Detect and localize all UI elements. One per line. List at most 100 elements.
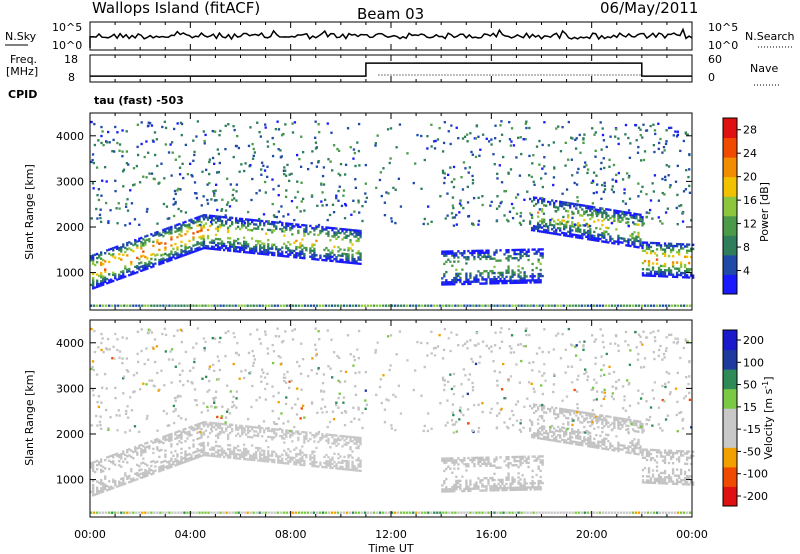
velocity-cell xyxy=(601,430,604,434)
power-cell xyxy=(628,174,631,178)
power-cell xyxy=(176,223,179,227)
power-cell xyxy=(325,259,328,262)
power-cell xyxy=(591,213,594,217)
power-cell xyxy=(247,220,250,223)
power-cell xyxy=(567,216,570,219)
velocity-cell xyxy=(677,480,681,484)
power-cell xyxy=(499,279,502,283)
power-cell xyxy=(184,220,187,224)
power-cell xyxy=(214,237,218,241)
power-cell xyxy=(611,215,614,218)
velocity-cell xyxy=(619,423,622,426)
power-cell xyxy=(507,279,510,283)
cpid-label: CPID xyxy=(8,88,37,101)
power-cell xyxy=(182,250,185,253)
velocity-cell xyxy=(160,469,163,472)
velocity-cell xyxy=(665,476,669,479)
power-cell xyxy=(584,224,587,227)
power-cell xyxy=(343,261,346,264)
power-cell xyxy=(163,177,166,180)
velocity-cell xyxy=(553,427,556,430)
velocity-cell xyxy=(559,430,562,433)
power-cell xyxy=(267,228,270,232)
velocity-cell xyxy=(267,458,270,461)
velocity-cell xyxy=(511,455,514,459)
velocity-cell xyxy=(453,485,456,489)
velocity-cell xyxy=(204,421,208,424)
power-cell xyxy=(627,136,630,140)
velocity-cell xyxy=(287,462,290,465)
velocity-cell xyxy=(337,396,340,400)
power-cell xyxy=(589,205,592,208)
power-cell xyxy=(192,159,195,162)
velocity-cell xyxy=(445,490,448,493)
velocity-cell xyxy=(104,458,107,462)
power-cell xyxy=(263,246,266,250)
velocity-cell xyxy=(218,430,222,434)
power-cell xyxy=(529,304,532,307)
power-cell xyxy=(633,231,636,234)
power-cell xyxy=(511,216,515,220)
power-cell xyxy=(457,304,460,307)
power-cell xyxy=(503,279,506,283)
velocity-cell xyxy=(553,408,556,412)
power-cell xyxy=(214,221,218,224)
power-cell xyxy=(477,270,480,273)
power-cell xyxy=(687,175,690,179)
power-cell xyxy=(214,227,218,230)
velocity-cell xyxy=(479,481,482,484)
velocity-cell xyxy=(146,474,149,477)
power-cell xyxy=(224,209,228,212)
velocity-cell xyxy=(243,443,246,446)
power-cell xyxy=(595,239,598,242)
power-cell xyxy=(301,252,304,256)
power-cell xyxy=(545,204,548,207)
velocity-cell xyxy=(162,437,165,441)
velocity-cell xyxy=(507,455,510,459)
velocity-cell xyxy=(146,472,149,475)
velocity-cell xyxy=(685,450,689,453)
power-cell xyxy=(92,283,95,286)
power-cell xyxy=(587,231,590,235)
power-cell xyxy=(317,225,320,228)
velocity-cell xyxy=(579,412,582,416)
frequency-panel: Freq. [MHz] 18 8 60 0 Nave CPID tau (fas… xyxy=(6,53,780,107)
power-cell xyxy=(271,202,274,206)
power-cell xyxy=(463,249,466,253)
velocity-cell xyxy=(583,436,586,439)
power-cell xyxy=(454,304,457,307)
velocity-cell xyxy=(357,440,360,444)
power-cell xyxy=(96,279,99,282)
power-cell xyxy=(503,277,506,281)
power-cell xyxy=(533,183,536,186)
power-cell xyxy=(608,158,611,162)
velocity-cell xyxy=(473,487,476,490)
velocity-cell xyxy=(532,434,536,437)
power-cell xyxy=(180,234,183,237)
power-cell xyxy=(517,265,520,268)
power-cell xyxy=(670,304,674,307)
velocity-cell xyxy=(114,453,117,456)
velocity-cell xyxy=(96,492,99,496)
velocity-cell xyxy=(667,451,671,454)
power-cell xyxy=(182,254,185,257)
power-cell xyxy=(104,270,107,273)
power-cell xyxy=(409,304,412,307)
velocity-cell xyxy=(303,431,306,434)
velocity-cell xyxy=(559,434,562,437)
power-cell xyxy=(174,158,177,161)
power-cell xyxy=(571,202,574,205)
power-cell xyxy=(519,271,522,274)
velocity-cell xyxy=(271,450,274,453)
power-cell xyxy=(108,248,111,251)
power-cell xyxy=(607,304,611,307)
velocity-cell xyxy=(586,375,590,378)
power-cell xyxy=(565,304,568,307)
velocity-cell xyxy=(465,487,468,491)
velocity-cell xyxy=(182,457,185,460)
power-cell xyxy=(591,207,594,211)
velocity-cell xyxy=(663,482,667,485)
velocity-cell xyxy=(635,446,638,449)
power-cell xyxy=(164,228,167,231)
power-cell xyxy=(168,228,171,231)
